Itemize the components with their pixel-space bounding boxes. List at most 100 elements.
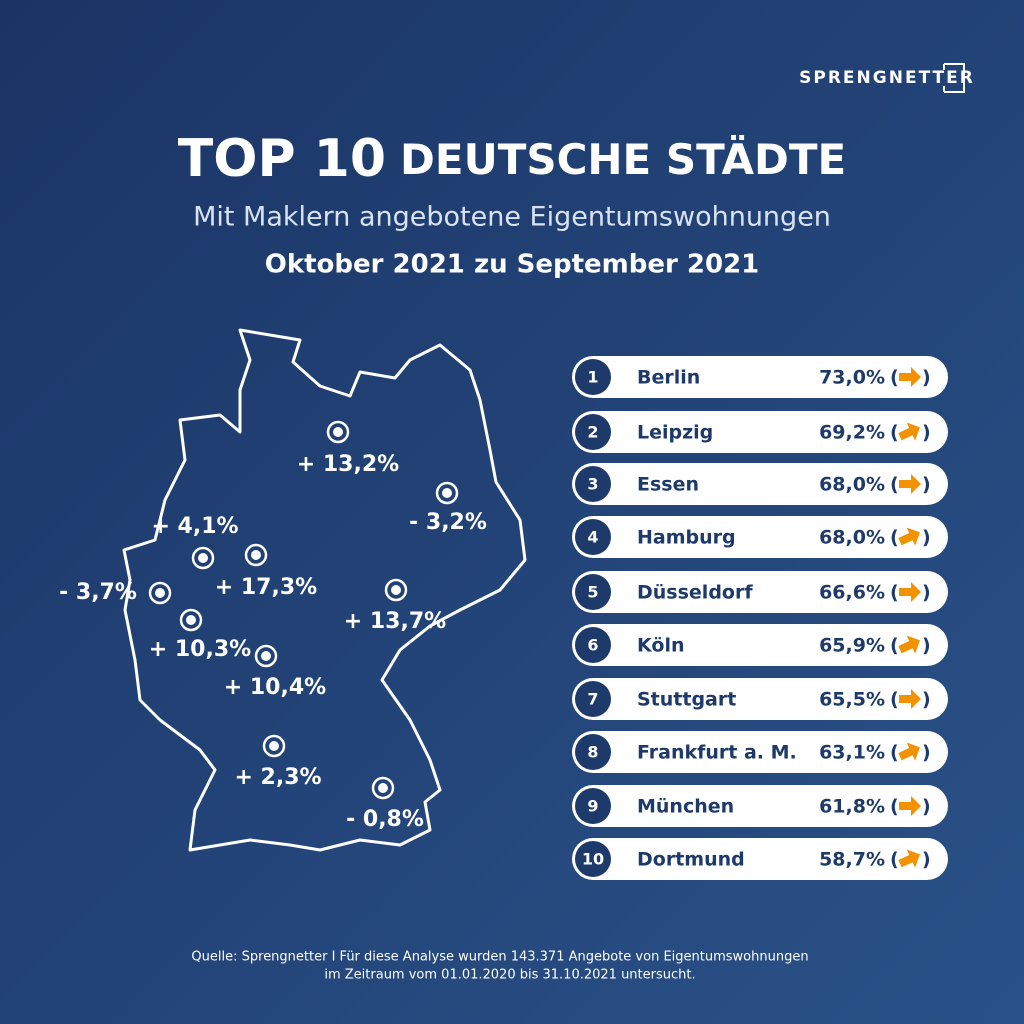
- city: Stuttgart: [637, 689, 736, 711]
- paren: ): [922, 527, 931, 549]
- marker-dot: [198, 553, 208, 563]
- rank: 9: [587, 797, 598, 816]
- row-pill: [572, 838, 948, 880]
- trend-arrow: [898, 635, 920, 654]
- value: 58,7%: [819, 849, 885, 871]
- trend-arrow: [899, 689, 921, 709]
- marker-dot: [261, 651, 271, 661]
- city: Frankfurt a. M.: [637, 742, 797, 764]
- row-pill: [572, 678, 948, 720]
- brand: SPRENGNETTER: [799, 68, 975, 88]
- period: Oktober 2021 zu September 2021: [265, 250, 760, 280]
- marker-label: + 13,7%: [344, 609, 446, 634]
- title: TOP 10 DEUTSCHE STÄDTE: [178, 129, 846, 189]
- value: 68,0%: [819, 527, 885, 549]
- city: Leipzig: [637, 422, 713, 444]
- rank: 3: [587, 475, 598, 494]
- paren: ): [922, 849, 931, 871]
- paren: (: [890, 742, 899, 764]
- marker-label: + 4,1%: [151, 514, 238, 539]
- rank: 6: [587, 636, 598, 655]
- marker-dot: [333, 427, 343, 437]
- marker-label: + 17,3%: [215, 575, 317, 600]
- trend-arrow: [898, 422, 920, 441]
- footer-line: Quelle: Sprengnetter I Für diese Analyse…: [191, 950, 808, 965]
- rank-badge: [575, 574, 611, 610]
- footer-line: im Zeitraum vom 01.01.2020 bis 31.10.202…: [324, 968, 695, 983]
- paren: ): [922, 742, 931, 764]
- rank: 10: [582, 850, 604, 869]
- rank-badge: [575, 627, 611, 663]
- marker-dot: [186, 615, 196, 625]
- paren: ): [922, 796, 931, 818]
- subtitle: Mit Maklern angebotene Eigentumswohnunge…: [193, 202, 831, 233]
- paren: (: [890, 796, 899, 818]
- rank-badge: [575, 519, 611, 555]
- city: Berlin: [637, 367, 700, 389]
- rank: 1: [587, 368, 598, 387]
- marker-ring: [262, 734, 286, 758]
- marker-ring: [326, 420, 350, 444]
- marker-ring: [371, 776, 395, 800]
- trend-arrow: [899, 367, 921, 387]
- marker-ring: [191, 546, 215, 570]
- marker-label: - 3,7%: [59, 580, 137, 605]
- paren: ): [922, 422, 931, 444]
- trend-arrow: [899, 796, 921, 816]
- marker-ring: [179, 608, 203, 632]
- rank: 8: [587, 743, 598, 762]
- marker-ring: [148, 581, 172, 605]
- paren: (: [890, 474, 899, 496]
- marker-label: + 10,4%: [224, 675, 326, 700]
- rank-badge: [575, 414, 611, 450]
- row-pill: [572, 571, 948, 613]
- paren: ): [922, 474, 931, 496]
- trend-arrow: [899, 582, 921, 602]
- marker-dot: [442, 488, 452, 498]
- row-pill: [572, 731, 948, 773]
- rank: 7: [587, 690, 598, 709]
- paren: ): [922, 582, 931, 604]
- paren: (: [890, 849, 899, 871]
- city: Düsseldorf: [637, 582, 753, 604]
- marker-label: + 10,3%: [149, 637, 251, 662]
- paren: (: [890, 422, 899, 444]
- rank-badge: [575, 841, 611, 877]
- marker-label: + 13,2%: [297, 452, 399, 477]
- trend-arrow: [899, 474, 921, 494]
- paren: (: [890, 367, 899, 389]
- marker-dot: [391, 585, 401, 595]
- city: Hamburg: [637, 527, 736, 549]
- brand-logo: [943, 63, 965, 93]
- rank: 2: [587, 423, 598, 442]
- rank-badge: [575, 681, 611, 717]
- city: München: [637, 796, 734, 818]
- marker-ring: [435, 481, 459, 505]
- row-pill: [572, 411, 948, 453]
- row-pill: [572, 356, 948, 398]
- value: 66,6%: [819, 582, 885, 604]
- city: Köln: [637, 635, 684, 657]
- marker-label: + 2,3%: [234, 765, 321, 790]
- value: 65,9%: [819, 635, 885, 657]
- city: Essen: [637, 474, 699, 496]
- rank: 5: [587, 583, 598, 602]
- value: 63,1%: [819, 742, 885, 764]
- marker-ring: [254, 644, 278, 668]
- rank-badge: [575, 734, 611, 770]
- value: 61,8%: [819, 796, 885, 818]
- rank-badge: [575, 359, 611, 395]
- germany-outline: [122, 328, 527, 852]
- rank: 4: [587, 528, 598, 547]
- marker-dot: [155, 588, 165, 598]
- marker-ring: [244, 543, 268, 567]
- paren: ): [922, 689, 931, 711]
- row-pill: [572, 516, 948, 558]
- marker-label: - 3,2%: [409, 510, 487, 535]
- marker-dot: [378, 783, 388, 793]
- value: 65,5%: [819, 689, 885, 711]
- paren: ): [922, 367, 931, 389]
- city: Dortmund: [637, 849, 745, 871]
- marker-dot: [269, 741, 279, 751]
